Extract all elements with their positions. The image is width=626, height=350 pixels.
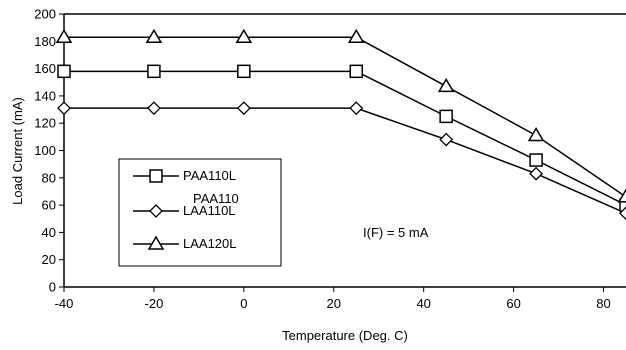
series-3 (55, 28, 626, 203)
y-tick-label: 140 (34, 88, 56, 103)
x-tick-label: -20 (145, 296, 164, 311)
y-tick-label: 20 (42, 252, 56, 267)
data-point-diamond (439, 132, 454, 147)
data-point-square (529, 153, 543, 167)
legend-marker-diamond (149, 204, 163, 218)
data-point-square (57, 64, 71, 79)
legend-label-laa120l: LAA120L (183, 236, 237, 251)
legend-marker-square (149, 169, 163, 183)
data-point-triangle (55, 28, 73, 43)
data-point-square (147, 64, 161, 79)
x-tick-label: -40 (55, 296, 74, 311)
x-tick-label: 0 (240, 296, 247, 311)
y-tick-label: 160 (34, 61, 56, 76)
data-point-triangle (235, 28, 253, 43)
data-point-diamond (619, 206, 626, 221)
y-tick-label: 100 (34, 143, 56, 158)
annotation-label: I(F) = 5 mA (363, 225, 429, 240)
data-point-diamond (57, 101, 71, 116)
y-tick-label: 40 (42, 225, 56, 240)
legend-marker-triangle (147, 235, 165, 250)
annotation-bg (358, 222, 454, 242)
data-point-square (619, 198, 626, 212)
series-layer (55, 28, 626, 221)
data-point-diamond (147, 101, 161, 116)
legend: PAA110L PAA110 LAA110L LAA120L (118, 158, 282, 267)
legend-box (118, 158, 282, 267)
x-tick-label: 20 (327, 296, 341, 311)
data-point-diamond (529, 166, 543, 181)
data-point-triangle (617, 188, 626, 203)
y-axis-title: Load Current (mA) (10, 97, 25, 205)
annotation-layer: I(F) = 5 mA (358, 222, 454, 242)
legend-label-paa110: PAA110 (193, 191, 239, 206)
data-point-triangle (527, 126, 545, 142)
series-2 (57, 101, 626, 221)
y-tick-label: 120 (34, 116, 56, 131)
y-tick-label: 80 (42, 170, 56, 185)
legend-label-laa110l: LAA110L (183, 203, 236, 218)
data-point-square (349, 64, 363, 79)
data-point-triangle (347, 28, 365, 43)
x-tick-label: 40 (416, 296, 430, 311)
data-point-triangle (437, 77, 455, 93)
y-tick-label: 60 (42, 198, 56, 213)
data-point-diamond (236, 101, 251, 116)
x-tick-label: 60 (506, 296, 520, 311)
data-point-diamond (349, 101, 364, 116)
data-point-square (439, 109, 453, 124)
y-tick-label: 180 (34, 34, 56, 49)
x-axis-title: Temperature (Deg. C) (282, 328, 408, 343)
x-tick-label: 80 (596, 296, 610, 311)
series-1 (57, 64, 626, 212)
legend-label-paa110l: PAA110L (183, 168, 236, 183)
axes-layer: 0 20 40 60 80 100 120 140 160 180 200 -40 -20 0 20 40 60… (34, 7, 626, 311)
data-point-square (237, 64, 251, 79)
data-point-triangle (145, 28, 163, 43)
y-tick-label: 200 (34, 7, 56, 22)
y-tick-label: 0 (49, 280, 56, 295)
